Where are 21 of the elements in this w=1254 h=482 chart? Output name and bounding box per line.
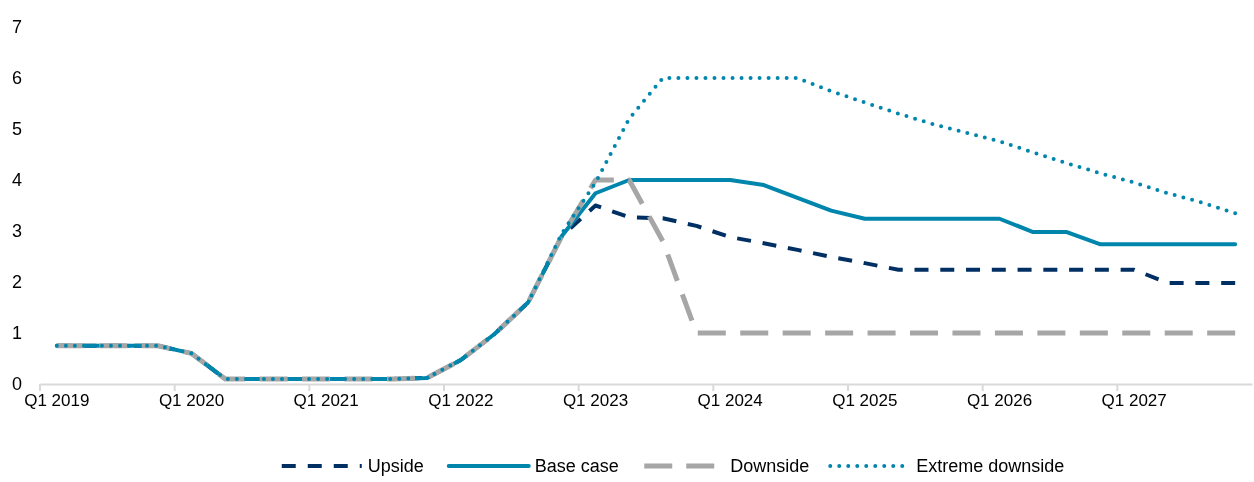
x-tick-label: Q1 2023 [562,391,629,411]
x-tick-label: Q1 2027 [1101,391,1167,411]
x-tick-label: Q1 2020 [158,391,225,411]
legend-label: Base case [534,456,619,476]
x-tick-label: Q1 2021 [293,391,359,411]
legend-label: Extreme downside [916,456,1065,476]
legend-label: Upside [367,456,424,476]
x-tick-label: Q1 2019 [24,391,90,411]
y-tick-label: 5 [11,119,22,140]
x-tick-label: Q1 2022 [428,391,494,411]
y-tick-label: 1 [11,323,22,344]
y-tick-label: 6 [11,68,22,89]
x-tick-label: Q1 2024 [697,391,763,411]
y-tick-label: 3 [11,221,22,242]
y-tick-label: 4 [11,170,22,191]
x-tick-label: Q1 2025 [832,391,898,411]
x-tick-label: Q1 2026 [966,391,1033,411]
y-tick-label: 0 [11,374,22,395]
y-tick-label: 7 [11,17,22,38]
y-tick-label: 2 [11,272,22,293]
legend-label: Downside [730,456,810,476]
